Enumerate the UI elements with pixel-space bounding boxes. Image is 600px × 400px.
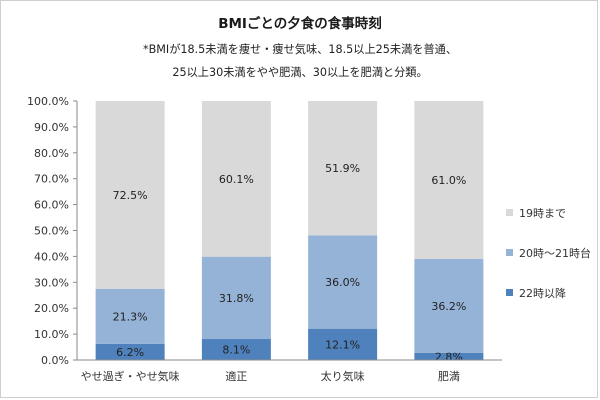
y-tick-label: 70.0% (34, 173, 69, 186)
y-tick-label: 10.0% (34, 328, 69, 341)
bar-segment (414, 258, 484, 353)
legend-swatch (506, 209, 513, 216)
data-label: 61.0% (431, 174, 466, 187)
bar-segment (95, 288, 165, 344)
y-tick-label: 0.0% (41, 354, 69, 367)
bar-segment (308, 101, 378, 236)
data-label: 6.2% (116, 346, 144, 359)
y-tick-label: 90.0% (34, 121, 69, 134)
y-tick-label: 30.0% (34, 276, 69, 289)
bar-segment (201, 101, 271, 257)
bar-segment (201, 339, 271, 360)
data-label: 60.1% (219, 173, 254, 186)
data-label: 36.2% (431, 300, 466, 313)
legend-label: 19時まで (519, 207, 566, 220)
data-label: 36.0% (325, 276, 360, 289)
chart-note-line-1: *BMIが18.5未満を痩せ・痩せ気味、18.5以上25未満を普通、 (142, 43, 458, 56)
data-label: 12.1% (325, 338, 360, 351)
bar-segment (308, 328, 378, 360)
y-tick-label: 100.0% (27, 95, 69, 108)
data-label: 31.8% (219, 292, 254, 305)
y-tick-label: 60.0% (34, 199, 69, 212)
y-tick-label: 80.0% (34, 147, 69, 160)
data-label: 21.3% (113, 310, 148, 323)
bar-segment (308, 235, 378, 329)
x-category-label: 適正 (225, 369, 247, 383)
bar-segment (95, 343, 165, 360)
data-label: 51.9% (325, 162, 360, 175)
bar-segment (414, 352, 484, 360)
bar-segment (201, 256, 271, 340)
legend-label: 22時以降 (519, 287, 566, 300)
y-tick-label: 50.0% (34, 225, 69, 238)
bar-segment (95, 101, 165, 289)
legend-swatch (506, 249, 513, 256)
y-tick-label: 40.0% (34, 250, 69, 263)
legend-swatch (506, 289, 513, 296)
x-category-label: 太り気味 (321, 369, 365, 383)
data-label: 8.1% (222, 344, 250, 357)
data-label: 72.5% (113, 189, 148, 202)
chart-title: BMIごとの夕食の食事時刻 (218, 16, 382, 32)
chart-note-line-2: 25以上30未満をやや肥満、30以上を肥満と分類。 (172, 66, 428, 79)
bar-segment (414, 101, 484, 259)
x-category-label: やせ過ぎ・やせ気味 (81, 369, 180, 383)
x-category-label: 肥満 (438, 370, 460, 383)
y-tick-label: 20.0% (34, 302, 69, 315)
legend-label: 20時～21時台 (519, 247, 591, 260)
